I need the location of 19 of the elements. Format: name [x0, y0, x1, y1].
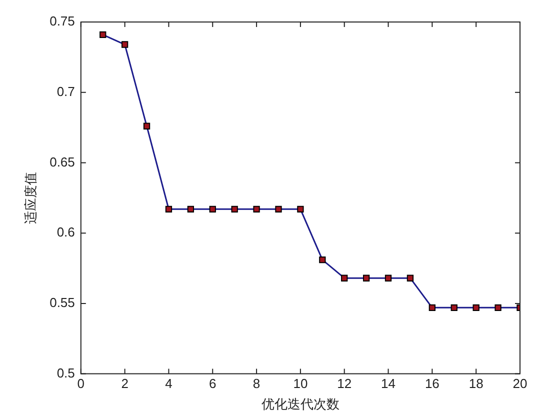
y-tick-label: 0.5 [56, 365, 75, 380]
x-tick-label: 18 [468, 376, 484, 392]
x-axis-title: 优化迭代次数 [261, 398, 340, 413]
x-tick-label: 10 [293, 376, 308, 392]
x-tick-label: 20 [512, 376, 528, 392]
y-tick-label: 0.65 [50, 154, 75, 170]
y-tick-label: 0.55 [50, 295, 75, 310]
x-tick-label: 14 [381, 376, 396, 392]
x-tick-label: 12 [337, 376, 352, 392]
x-tick-label: 16 [424, 376, 440, 392]
y-tick-label: 0.7 [56, 84, 75, 99]
x-tick-label: 0 [77, 376, 85, 392]
x-tick-label: 2 [121, 376, 128, 392]
x-tick-label: 8 [252, 376, 260, 392]
x-tick-label: 6 [209, 376, 216, 392]
y-tick-label: 0.75 [50, 14, 75, 29]
y-tick-label: 0.6 [56, 224, 75, 240]
x-tick-label: 4 [165, 376, 172, 392]
y-axis-title: 适应度值 [23, 172, 40, 224]
